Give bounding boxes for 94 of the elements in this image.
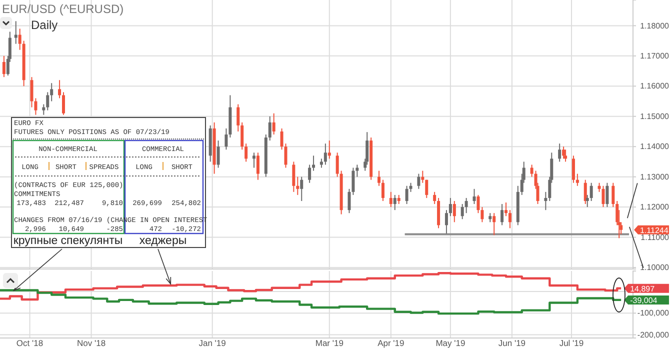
candlestick (612, 182, 615, 208)
candlestick (433, 191, 436, 205)
x-tick-label: Jun '19 (498, 338, 526, 348)
candlestick (558, 143, 562, 162)
candlestick (312, 155, 316, 172)
y-tick-label: 1.17000 (640, 51, 670, 60)
candlestick (460, 204, 464, 220)
candlestick (452, 200, 456, 223)
x-tick-label: Jan '19 (198, 338, 226, 348)
candlestick (504, 202, 508, 217)
candlestick (488, 212, 492, 223)
candlestick (296, 176, 300, 196)
candlestick (606, 182, 609, 208)
candlestick (62, 92, 65, 116)
candlestick (378, 170, 381, 186)
candlestick (272, 112, 276, 135)
candlestick (508, 210, 512, 229)
candlestick (58, 80, 62, 99)
candlestick (476, 194, 480, 214)
candlestick (324, 143, 327, 166)
x-tick-label: May '19 (436, 338, 466, 348)
candlestick (444, 210, 448, 234)
candlestick (492, 212, 496, 236)
y-tick-label: 1.13000 (640, 172, 670, 182)
candlestick (472, 188, 476, 205)
candlestick (2, 55, 6, 78)
candlestick (500, 204, 504, 226)
y-tick-label: -100,000 (637, 308, 670, 318)
x-tick-label: Apr '19 (378, 338, 405, 348)
candlestick (46, 92, 50, 111)
candlestick (586, 194, 589, 208)
candlestick (300, 176, 304, 202)
data-label: 14,897 (630, 284, 656, 294)
candlestick (530, 164, 534, 178)
candlestick (348, 188, 351, 214)
candlestick (352, 167, 355, 196)
y-tick-label: 1.11000 (640, 232, 670, 242)
candlestick (417, 173, 420, 190)
candlestick (572, 155, 575, 184)
data-label: -39,004 (630, 296, 658, 305)
candlestick (34, 98, 38, 116)
candlestick (252, 152, 256, 168)
candlestick (240, 122, 244, 150)
y-tick-label: 1.12000 (640, 202, 670, 212)
candlestick (421, 170, 424, 184)
x-tick-label: Nov '18 (77, 338, 106, 348)
y-tick-label: 1.18000 (640, 21, 670, 30)
candlestick (381, 179, 384, 202)
candlestick (30, 76, 34, 108)
candlestick (50, 82, 54, 102)
candlestick (480, 206, 484, 223)
candlestick (320, 158, 323, 168)
candlestick (216, 140, 220, 168)
candlestick (602, 185, 605, 208)
candlestick (308, 164, 312, 184)
chart-title: EUR/USD (^EURUSD) (2, 2, 124, 16)
candlestick (356, 164, 359, 178)
x-tick-label: Mar '19 (315, 338, 344, 348)
candlestick (336, 152, 339, 178)
candlestick (268, 116, 272, 142)
candlestick (564, 149, 568, 162)
x-tick-label: Jul '19 (559, 338, 584, 348)
annotation: крупные спекулянты (13, 235, 123, 247)
candlestick (393, 194, 396, 211)
x-tick-label: Oct '18 (16, 338, 44, 348)
candlestick (590, 182, 593, 202)
candlestick (397, 194, 400, 205)
candlestick (425, 179, 428, 198)
candlestick (562, 146, 566, 160)
candlestick (405, 185, 408, 205)
annotation: хеджеры (139, 235, 187, 247)
candlestick (292, 161, 296, 192)
candlestick (256, 152, 260, 180)
candlestick (18, 28, 22, 50)
candlestick (448, 197, 452, 217)
annotation: Daily (31, 18, 58, 32)
candlestick (576, 173, 579, 186)
annotation: 1.11244 (640, 226, 669, 235)
candlestick (409, 182, 412, 192)
y-tick-label: 1.10000 (640, 263, 670, 272)
candlestick (14, 20, 18, 44)
candlestick (464, 197, 468, 214)
candlestick (244, 143, 248, 162)
y-tick-label: 1.15000 (640, 112, 670, 121)
candlestick (584, 179, 587, 205)
candlestick (544, 191, 548, 211)
candlestick (328, 140, 331, 160)
candlestick (42, 104, 46, 116)
candlestick (236, 104, 240, 132)
candlestick (389, 191, 392, 208)
y-tick-label: 1.16000 (640, 82, 670, 91)
candlestick (224, 128, 228, 150)
y-tick-label: -200,000 (637, 330, 670, 340)
y-tick-label: 1.14000 (640, 142, 670, 152)
